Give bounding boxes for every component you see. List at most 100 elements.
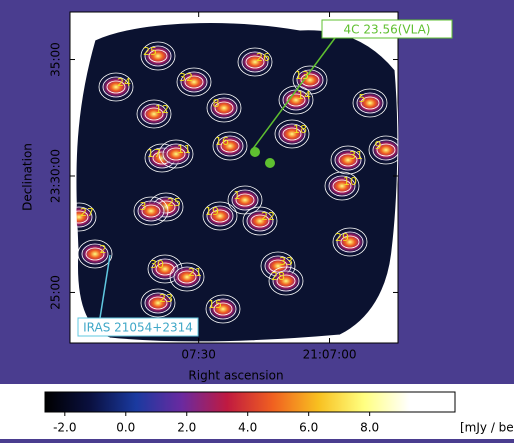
- contour: [292, 65, 328, 95]
- contour: [75, 206, 93, 228]
- contour: [213, 302, 233, 316]
- emission-blob: [207, 297, 239, 321]
- annotation-box: [321, 19, 453, 39]
- contour: [133, 196, 169, 226]
- contour: [334, 149, 362, 171]
- contour: [330, 145, 366, 175]
- contour: [137, 200, 165, 222]
- source-label: 10: [343, 175, 357, 188]
- contour: [184, 75, 204, 89]
- contour: [162, 143, 190, 165]
- contour: [278, 123, 306, 145]
- source-label: 13: [295, 69, 309, 82]
- contour: [368, 135, 398, 165]
- emission-blob: [244, 209, 276, 233]
- x-tick-label: 21:07:00: [303, 348, 357, 362]
- source-label: 8: [213, 97, 220, 110]
- source-label: 16: [215, 135, 229, 148]
- contour: [235, 193, 255, 207]
- contour: [220, 139, 240, 153]
- contour: [241, 51, 269, 73]
- source-label: 31: [349, 149, 363, 162]
- contour: [268, 266, 304, 296]
- contour: [102, 76, 130, 98]
- emission-blob: [135, 199, 167, 223]
- contour: [276, 274, 296, 288]
- emission-blob: [326, 174, 358, 198]
- contour: [296, 69, 324, 91]
- vla-position: [265, 158, 275, 168]
- source-label: 21: [188, 266, 202, 279]
- annotation: 4C 23.56(VLA): [344, 23, 431, 37]
- emission-blob: [160, 142, 192, 166]
- contour: [360, 96, 380, 110]
- colorbar: [44, 391, 456, 413]
- source-label: 24: [117, 76, 131, 89]
- y-axis-label: Declination: [21, 143, 35, 211]
- source-label: 18: [293, 123, 307, 136]
- contour: [336, 231, 364, 253]
- source-label: 33: [279, 255, 293, 268]
- source-label: 29: [335, 231, 349, 244]
- emission-blob: [178, 70, 210, 94]
- emission-blob: [214, 134, 246, 158]
- contour: [81, 243, 109, 265]
- contour: [177, 270, 197, 284]
- contour: [144, 107, 164, 121]
- source-label: 15: [208, 298, 222, 311]
- annotation: IRAS 21054+2314: [83, 321, 193, 335]
- contour: [372, 139, 398, 161]
- contour: [278, 85, 314, 115]
- colorbar-tick-label: 2.0: [177, 421, 196, 435]
- source-label: 23: [159, 292, 173, 305]
- contour: [166, 147, 186, 161]
- contour: [106, 80, 126, 94]
- contour: [176, 67, 212, 97]
- emission-blob: [276, 122, 308, 146]
- contour: [144, 45, 172, 67]
- contour: [148, 49, 168, 63]
- colorbar-tick-label: 6.0: [299, 421, 318, 435]
- source-label: 19: [205, 205, 219, 218]
- contour: [141, 204, 161, 218]
- emission-blob: [354, 91, 386, 115]
- source-label: 22: [261, 210, 275, 223]
- y-tick-label: 35:00: [49, 42, 63, 77]
- contour: [237, 47, 273, 77]
- emission-blob: [239, 50, 271, 74]
- contour: [77, 239, 113, 269]
- colorbar-tick-label: -2.0: [53, 421, 76, 435]
- contour: [340, 235, 360, 249]
- contour: [272, 270, 300, 292]
- contour: [136, 99, 172, 129]
- colorbar-tick-label: 0.0: [116, 421, 135, 435]
- emission-blob: [142, 291, 174, 315]
- contour: [332, 227, 368, 257]
- emission-blob: [370, 138, 398, 162]
- source-label: 32: [179, 71, 193, 84]
- emission-blob: [208, 96, 240, 120]
- contour: [250, 214, 270, 228]
- source-label: 27: [80, 206, 94, 219]
- contour: [352, 88, 388, 118]
- emission-blob: [171, 265, 203, 289]
- contour: [231, 189, 259, 211]
- contour: [148, 296, 168, 310]
- source-label: 17: [147, 147, 161, 160]
- source-label: 2: [100, 243, 107, 256]
- source-label: 25: [167, 196, 181, 209]
- contour: [158, 139, 194, 169]
- contour: [300, 73, 320, 87]
- source-label: 5: [359, 92, 366, 105]
- leader: [99, 254, 111, 319]
- contour: [75, 202, 97, 232]
- source-label: 26: [256, 51, 270, 64]
- contour: [180, 71, 208, 93]
- x-tick-label: 07:30: [181, 348, 216, 362]
- source-label: 11: [177, 143, 191, 156]
- contour: [245, 55, 265, 69]
- y-tick-label: 23:30:00: [49, 149, 63, 203]
- contour: [324, 171, 360, 201]
- emission-blob: [294, 68, 326, 92]
- contour: [140, 103, 168, 125]
